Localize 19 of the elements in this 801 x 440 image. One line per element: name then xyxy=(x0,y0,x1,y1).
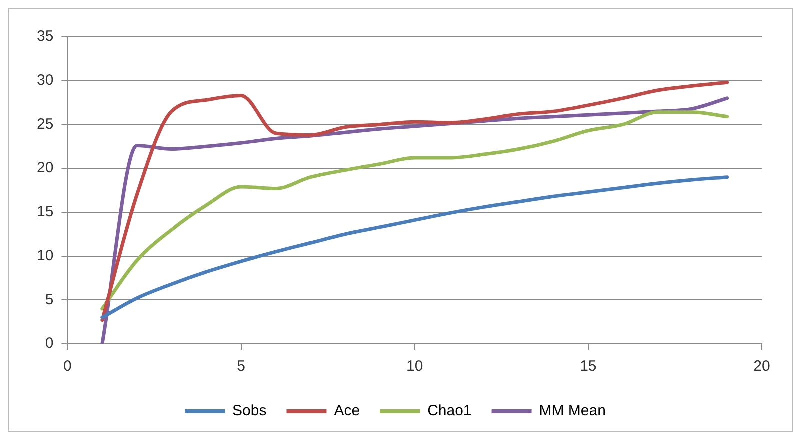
y-tick-label: 10 xyxy=(36,247,54,264)
x-tick-label: 0 xyxy=(64,358,72,376)
line-series xyxy=(100,176,730,320)
y-tick-label: 5 xyxy=(45,291,54,308)
legend-label: Chao1 xyxy=(428,402,472,420)
x-tick-label: 5 xyxy=(237,358,246,376)
x-tick-label: 10 xyxy=(406,358,424,376)
legend-label: Ace xyxy=(334,402,360,420)
y-tick-label: 35 xyxy=(36,28,54,46)
x-tick-label: 15 xyxy=(580,358,597,376)
legend-label: Sobs xyxy=(232,402,267,420)
legend-label: MM Mean xyxy=(539,402,606,420)
line-series xyxy=(100,110,730,311)
y-tick-label: 0 xyxy=(45,335,54,352)
y-tick-label: 25 xyxy=(36,116,54,133)
x-tick-label: 20 xyxy=(754,358,770,376)
y-tick-label: 20 xyxy=(36,160,54,177)
y-tick-label: 30 xyxy=(36,72,54,89)
y-tick-label: 15 xyxy=(36,204,54,221)
